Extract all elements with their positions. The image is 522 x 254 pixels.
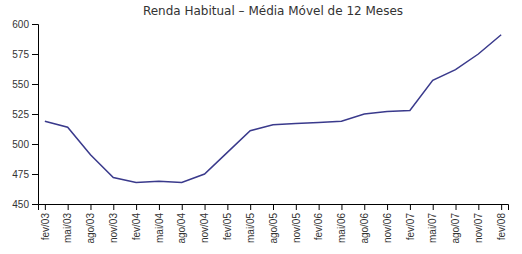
x-tick: ago/06 (359, 204, 370, 244)
x-tick-mark (296, 204, 297, 210)
x-tick-mark (227, 204, 228, 210)
x-tick-mark (410, 204, 411, 210)
x-tick-label: mai/07 (427, 213, 438, 243)
x-tick-mark (182, 204, 183, 210)
x-tick-label: mai/06 (336, 213, 347, 243)
x-tick: mai/03 (62, 204, 73, 243)
x-tick-label: ago/04 (176, 213, 187, 244)
x-tick-mark (90, 204, 91, 210)
x-tick-label: nov/06 (382, 213, 393, 243)
line (45, 35, 501, 183)
x-tick: fev/05 (222, 204, 233, 240)
y-tick-label: 525 (12, 109, 29, 120)
y-tick-label: 575 (12, 49, 29, 60)
x-tick: nov/06 (382, 204, 393, 243)
y-tick: 475 (12, 169, 38, 180)
y-tick: 550 (12, 79, 38, 90)
x-tick-mark (136, 204, 137, 210)
x-tick-label: ago/03 (85, 213, 96, 244)
x-tick-mark (159, 204, 160, 210)
x-tick-mark (478, 204, 479, 210)
x-tick-label: nov/07 (473, 213, 484, 243)
x-tick-label: ago/07 (450, 213, 461, 244)
x-tick: mai/05 (245, 204, 256, 243)
x-tick: fev/06 (313, 204, 324, 240)
x-tick: fev/08 (496, 204, 507, 240)
x-tick: nov/07 (473, 204, 484, 243)
x-tick-label: ago/06 (359, 213, 370, 244)
x-tick-label: fev/07 (405, 213, 416, 241)
x-tick-mark (387, 204, 388, 210)
x-tick-mark (45, 204, 46, 210)
y-tick-label: 475 (12, 169, 29, 180)
x-tick: fev/03 (40, 204, 51, 240)
x-tick-label: fev/06 (313, 213, 324, 241)
x-tick-mark (501, 204, 502, 210)
x-tick: fev/04 (131, 204, 142, 240)
x-tick-mark (319, 204, 320, 210)
x-tick-label: fev/03 (40, 213, 51, 241)
x-tick-mark (273, 204, 274, 210)
x-tick-mark (250, 204, 251, 210)
x-tick: nov/04 (199, 204, 210, 243)
y-tick-mark (32, 114, 38, 115)
y-tick-mark (32, 144, 38, 145)
x-tick-label: mai/04 (154, 213, 165, 243)
y-tick-mark (32, 54, 38, 55)
x-tick-label: mai/05 (245, 213, 256, 243)
x-axis: fev/03 mai/03 ago/03 nov/03 fev/04 mai/04 ago/… (39, 204, 509, 244)
x-tick-label: nov/04 (199, 213, 210, 243)
y-tick-label: 450 (12, 199, 29, 210)
x-tick: ago/04 (176, 204, 187, 244)
x-tick-label: fev/05 (222, 213, 233, 241)
x-tick: mai/04 (154, 204, 165, 243)
y-tick-mark (32, 204, 38, 205)
y-tick-mark (32, 174, 38, 175)
x-tick-mark (68, 204, 69, 210)
x-tick-mark (113, 204, 114, 210)
y-tick-label: 500 (12, 139, 29, 150)
y-tick: 525 (12, 109, 38, 120)
x-tick-mark (456, 204, 457, 210)
y-tick-label: 600 (12, 19, 29, 30)
x-tick-label: mai/03 (62, 213, 73, 243)
x-tick-mark (205, 204, 206, 210)
y-axis-line (32, 25, 39, 205)
x-tick-label: ago/05 (268, 213, 279, 244)
x-axis-line (39, 205, 509, 211)
marks (45, 35, 501, 183)
chart: 450 475 500 525 550 575 600 fev/03 mai/03 ago/03 n… (0, 0, 522, 254)
x-tick: ago/07 (450, 204, 461, 244)
y-tick-label: 550 (12, 79, 29, 90)
x-tick-label: fev/08 (496, 213, 507, 241)
y-tick: 575 (12, 49, 38, 60)
x-tick-mark (433, 204, 434, 210)
x-tick: ago/03 (85, 204, 96, 244)
y-tick: 600 (12, 19, 38, 30)
x-tick-mark (364, 204, 365, 210)
x-tick: ago/05 (268, 204, 279, 244)
x-tick: fev/07 (405, 204, 416, 240)
y-tick-mark (32, 84, 38, 85)
x-tick-label: nov/05 (291, 213, 302, 243)
x-tick: mai/06 (336, 204, 347, 243)
plot: 450 475 500 525 550 575 600 fev/03 mai/03 ago/03 n… (12, 19, 508, 244)
x-tick-mark (341, 204, 342, 210)
y-tick: 450 (12, 199, 38, 210)
y-tick-mark (32, 24, 38, 25)
y-tick: 500 (12, 139, 38, 150)
x-tick: nov/03 (108, 204, 119, 243)
x-tick: nov/05 (291, 204, 302, 243)
y-axis: 450 475 500 525 550 575 600 (12, 19, 38, 210)
title: Renda Habitual – Média Móvel de 12 Meses (143, 4, 403, 18)
x-tick-label: nov/03 (108, 213, 119, 243)
x-tick-label: fev/04 (131, 213, 142, 241)
x-tick: mai/07 (427, 204, 438, 243)
